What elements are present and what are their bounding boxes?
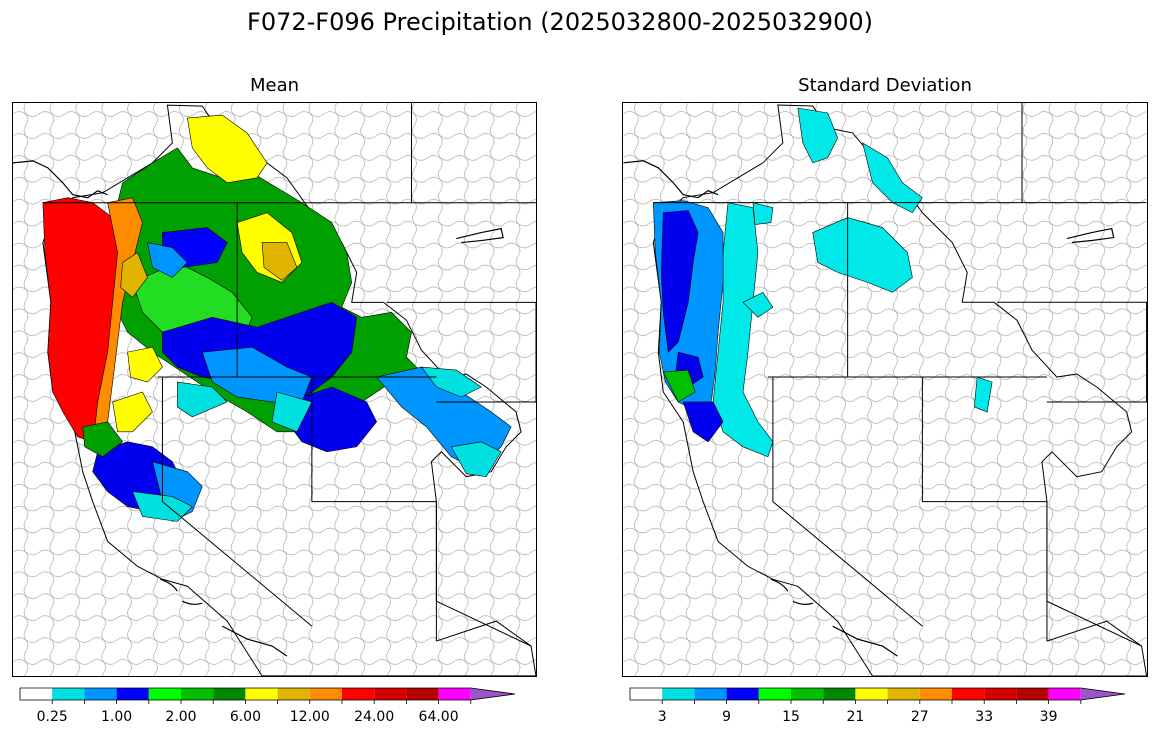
- colorbar-mean-swatch-4: [148, 688, 181, 700]
- colorbar-stddev-swatch-2: [694, 688, 727, 700]
- colorbar-stddev-swatch-7: [855, 688, 888, 700]
- colorbar-mean-tick-label: 24.00: [354, 709, 394, 725]
- colorbar-stddev-swatch-3: [726, 688, 759, 700]
- colorbar-mean-swatch-7: [245, 688, 278, 700]
- colorbar-stddev-tick-label: 33: [975, 709, 993, 725]
- mean-colorbar: 0.25 1.00 2.00 6.00 12.00 24.00 64.00: [19, 687, 530, 733]
- colorbar-stddev-swatch-5: [791, 688, 824, 700]
- colorbar-mean-swatch-13: [438, 688, 471, 700]
- colorbar-stddev-swatch-12: [1016, 688, 1049, 700]
- colorbar-stddev-tick-label: 3: [658, 709, 667, 725]
- colorbar-stddev-swatch-4: [758, 688, 791, 700]
- mean-colorbar-canvas: 0.25 1.00 2.00 6.00 12.00 24.00 64.00: [19, 687, 516, 725]
- colorbar-stddev-tick-label: 9: [722, 709, 731, 725]
- colorbar-stddev-swatch-1: [662, 688, 695, 700]
- colorbar-stddev-tick-label: 15: [782, 709, 800, 725]
- colorbar-mean-outline: [19, 687, 516, 701]
- stddev-map: [622, 102, 1148, 677]
- mean-map: [12, 102, 537, 677]
- colorbar-mean-tick-label: 12.00: [290, 709, 330, 725]
- colorbar-mean-swatch-0: [20, 688, 53, 700]
- colorbar-mean-swatch-11: [374, 688, 407, 700]
- colorbar-mean-tick-label: 2.00: [165, 709, 196, 725]
- colorbar-mean-swatch-9: [309, 688, 342, 700]
- colorbar-mean-swatch-12: [406, 688, 439, 700]
- stddev-state-boundaries: [653, 103, 1147, 647]
- colorbar-stddev-swatch-11: [984, 688, 1017, 700]
- stddev-map-canvas: [623, 103, 1147, 676]
- stddev-colorbar-canvas: 3 9 15 21 27 33 39: [629, 687, 1126, 725]
- colorbar-stddev-swatch-0: [630, 688, 663, 700]
- colorbar-mean-swatch-14: [470, 688, 515, 700]
- mean-state-boundaries: [42, 103, 536, 647]
- colorbar-stddev-swatch-6: [823, 688, 856, 700]
- colorbar-mean-swatch-10: [342, 688, 375, 700]
- colorbar-mean-swatch-3: [116, 688, 149, 700]
- colorbar-mean-swatch-6: [213, 688, 246, 700]
- colorbar-stddev-swatch-13: [1048, 688, 1081, 700]
- figure-title: F072-F096 Precipitation (2025032800-2025…: [247, 8, 873, 36]
- stddev-colorbar: 3 9 15 21 27 33 39: [629, 687, 1140, 733]
- colorbar-mean-swatch-8: [277, 688, 310, 700]
- mean-panel-title: Mean: [249, 75, 300, 96]
- colorbar-stddev-tick-label: 21: [846, 709, 864, 725]
- colorbar-stddev-tick-label: 27: [911, 709, 929, 725]
- stddev-panel-title: Standard Deviation: [798, 75, 972, 96]
- colorbar-stddev-tick-label: 39: [1040, 709, 1058, 725]
- stddev-fill: [652, 107, 993, 458]
- colorbar-stddev-swatch-8: [887, 688, 920, 700]
- colorbar-mean-tick-label: 1.00: [101, 709, 132, 725]
- colorbar-mean-swatch-2: [84, 688, 117, 700]
- colorbar-mean-swatch-5: [181, 688, 214, 700]
- colorbar-stddev-swatch-10: [952, 688, 985, 700]
- mean-map-canvas: [13, 103, 536, 676]
- colorbar-stddev-outline: [629, 687, 1126, 701]
- colorbar-stddev-swatch-9: [919, 688, 952, 700]
- mean-precip-fill: [42, 114, 512, 522]
- colorbar-mean-tick-label: 6.00: [230, 709, 261, 725]
- colorbar-mean-tick-label: 0.25: [37, 709, 68, 725]
- colorbar-mean-tick-label: 64.00: [419, 709, 459, 725]
- mean-coastline: [13, 160, 504, 657]
- stddev-coastline: [623, 160, 1115, 657]
- colorbar-stddev-swatch-14: [1080, 688, 1125, 700]
- colorbar-mean-swatch-1: [52, 688, 85, 700]
